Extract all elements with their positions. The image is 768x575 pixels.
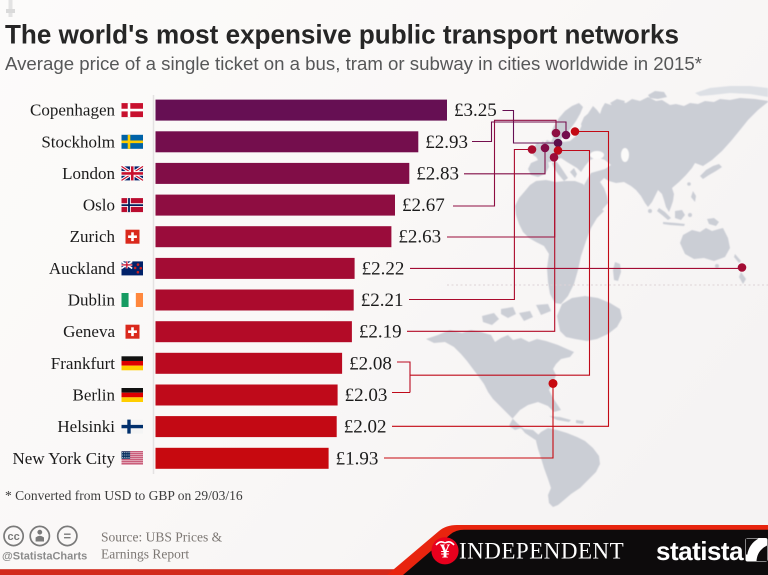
svg-text:Auckland: Auckland [49, 259, 116, 278]
svg-text:£1.93: £1.93 [336, 448, 379, 469]
svg-text:£2.67: £2.67 [402, 195, 445, 216]
svg-text:Oslo: Oslo [83, 196, 115, 215]
svg-text:The world's most expensive pub: The world's most expensive public transp… [5, 20, 679, 50]
svg-text:London: London [62, 164, 115, 183]
svg-text:£2.63: £2.63 [398, 227, 441, 248]
svg-text:Earnings Report: Earnings Report [101, 547, 189, 562]
svg-text:Helsinki: Helsinki [57, 417, 115, 436]
svg-text:cc: cc [7, 531, 19, 543]
svg-text:£3.25: £3.25 [454, 100, 497, 121]
svg-text:Source: UBS Prices &: Source: UBS Prices & [101, 530, 223, 545]
svg-text:New York City: New York City [13, 449, 116, 468]
svg-text:Geneva: Geneva [63, 322, 115, 341]
svg-text:Berlin: Berlin [73, 386, 116, 405]
svg-text:£2.08: £2.08 [349, 353, 392, 374]
svg-text:Frankfurt: Frankfurt [51, 354, 115, 373]
svg-text:£2.02: £2.02 [344, 417, 387, 438]
svg-text:£2.22: £2.22 [362, 258, 405, 279]
svg-text:£2.93: £2.93 [425, 132, 468, 153]
svg-text:* Converted from USD to GBP on: * Converted from USD to GBP on 29/03/16 [5, 488, 243, 503]
svg-text:Dublin: Dublin [68, 291, 116, 310]
svg-text:£2.83: £2.83 [416, 163, 459, 184]
svg-text:£2.21: £2.21 [361, 290, 404, 311]
svg-text:Average price of a single tick: Average price of a single ticket on a bu… [5, 54, 702, 74]
svg-text:Stockholm: Stockholm [41, 132, 115, 151]
svg-text:¥: ¥ [440, 541, 450, 563]
svg-text:@StatistaCharts: @StatistaCharts [2, 551, 87, 563]
svg-text:statista: statista [656, 536, 744, 566]
svg-text:£2.19: £2.19 [359, 322, 402, 343]
svg-text:Zurich: Zurich [70, 227, 116, 246]
svg-text:INDEPENDENT: INDEPENDENT [459, 539, 624, 564]
svg-text:Copenhagen: Copenhagen [30, 101, 115, 120]
svg-text:£2.03: £2.03 [345, 385, 388, 406]
svg-text:=: = [64, 529, 72, 544]
